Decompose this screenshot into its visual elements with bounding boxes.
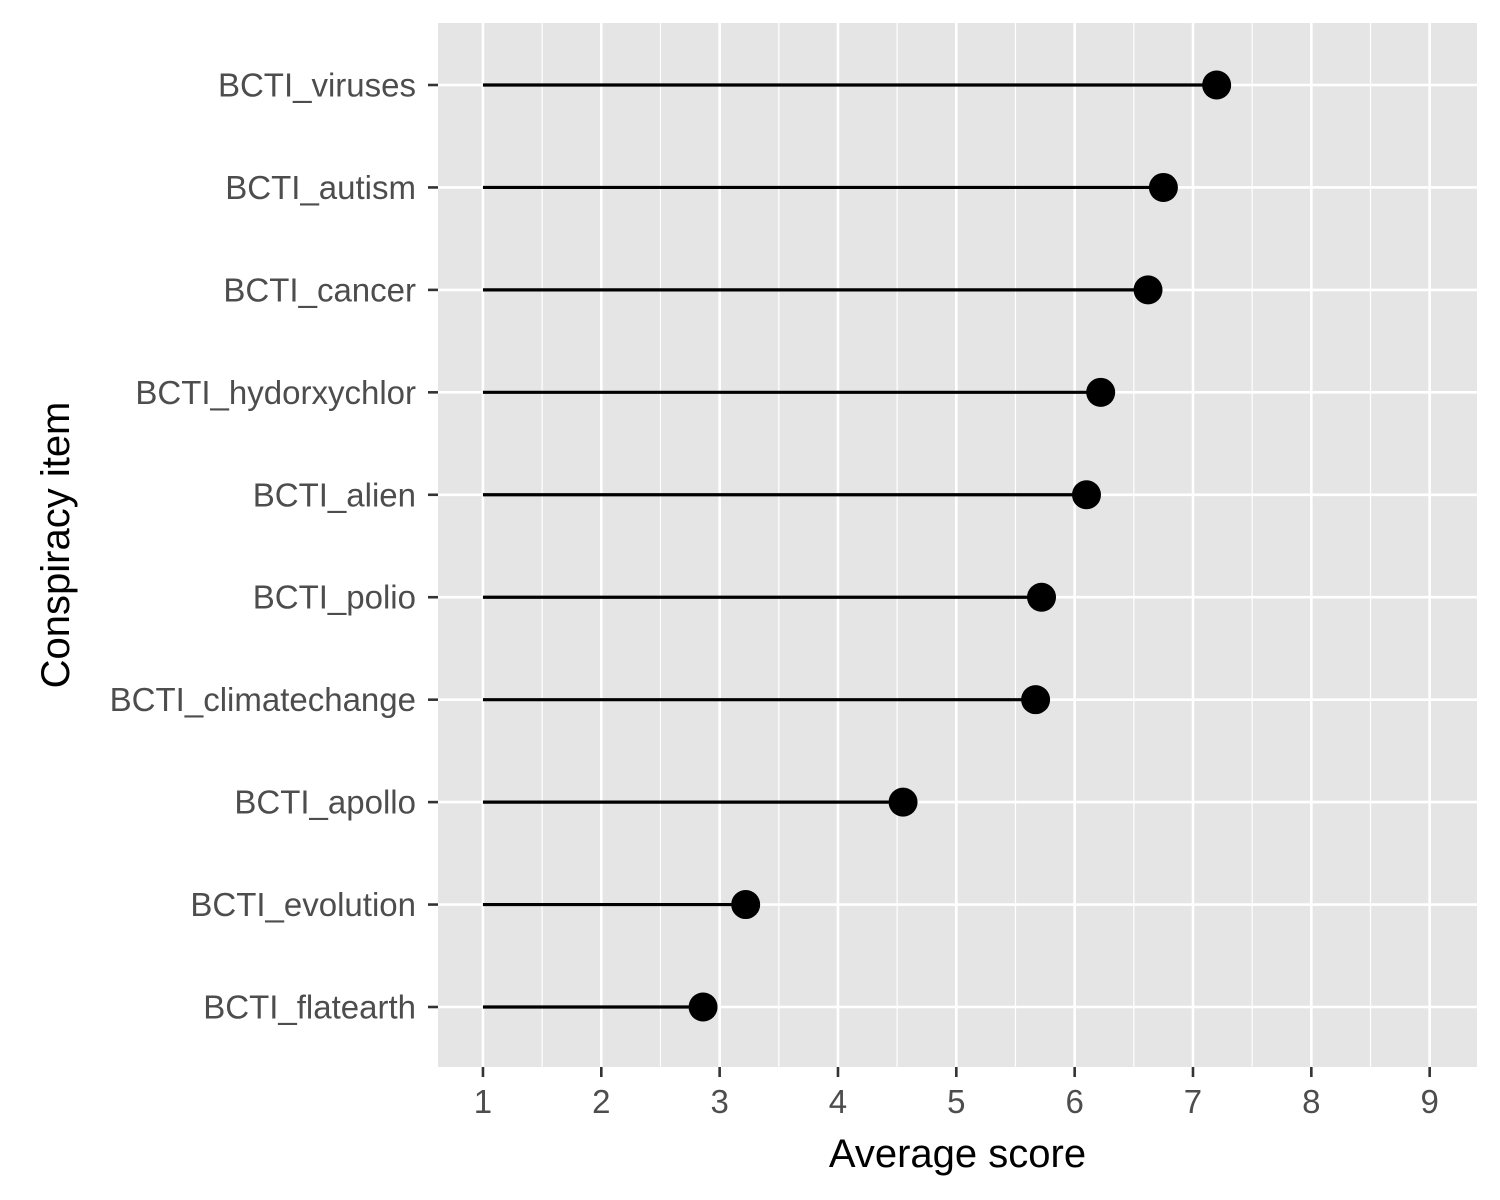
x-tick-label: 3: [710, 1083, 728, 1120]
minor-gridlines: [541, 23, 1372, 1067]
x-tick-label: 9: [1420, 1083, 1438, 1120]
lollipop-points: [688, 70, 1232, 1022]
x-tick-label: 2: [592, 1083, 610, 1120]
lollipop-segments: [482, 83, 1217, 1009]
lollipop-point: [1071, 480, 1101, 510]
x-axis-title: Average score: [829, 1132, 1086, 1176]
y-tick-label: BCTI_hydorxychlor: [135, 374, 416, 411]
y-tick-label: BCTI_polio: [253, 579, 416, 616]
y-tick-label: BCTI_cancer: [223, 271, 416, 308]
x-axis: 1 2 3 4 5 6 7 8 9: [474, 1067, 1439, 1120]
lollipop-point: [1148, 172, 1178, 202]
lollipop-point: [888, 787, 918, 817]
y-tick-label: BCTI_viruses: [218, 67, 416, 104]
x-tick-label: 6: [1065, 1083, 1083, 1120]
y-axis-title: Conspiracy item: [34, 402, 78, 689]
y-tick-label: BCTI_evolution: [190, 886, 416, 923]
y-tick-label: BCTI_climatechange: [110, 681, 416, 718]
lollipop-point: [688, 992, 718, 1022]
lollipop-point: [1133, 275, 1163, 305]
x-tick-label: 7: [1184, 1083, 1202, 1120]
lollipop-point: [1202, 70, 1232, 100]
lollipop-point: [1021, 685, 1051, 715]
x-tick-label: 5: [947, 1083, 965, 1120]
lollipop-point: [1086, 377, 1116, 407]
x-tick-label: 8: [1302, 1083, 1320, 1120]
y-tick-label: BCTI_autism: [225, 169, 416, 206]
y-tick-label: BCTI_flatearth: [203, 989, 416, 1026]
y-tick-label: BCTI_alien: [253, 476, 416, 513]
lollipop-point: [731, 890, 761, 920]
x-tick-label: 4: [829, 1083, 847, 1120]
x-tick-label: 1: [474, 1083, 492, 1120]
y-axis: BCTI_viruses BCTI_autism BCTI_cancer BCTI_h…: [110, 67, 438, 1026]
lollipop-point: [1027, 582, 1057, 612]
y-tick-label: BCTI_apollo: [234, 784, 416, 821]
